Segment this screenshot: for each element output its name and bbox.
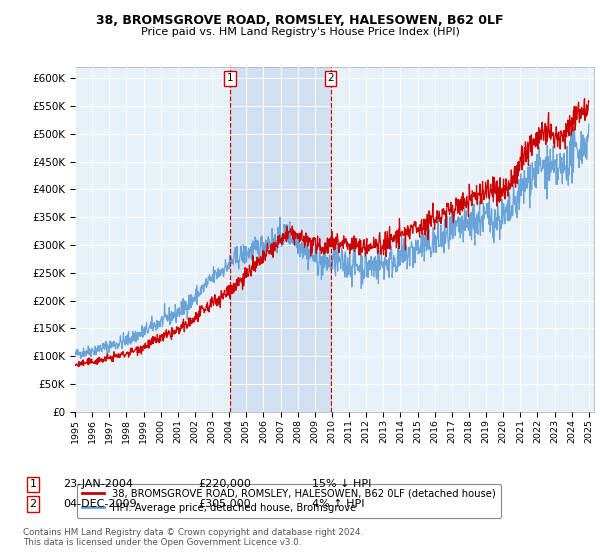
Text: 1: 1: [29, 479, 37, 489]
Text: Contains HM Land Registry data © Crown copyright and database right 2024.
This d: Contains HM Land Registry data © Crown c…: [23, 528, 363, 547]
Text: 15% ↓ HPI: 15% ↓ HPI: [312, 479, 371, 489]
Text: £305,000: £305,000: [198, 499, 251, 509]
Bar: [230, 67, 331, 412]
Text: 1: 1: [227, 73, 233, 83]
Text: 2: 2: [29, 499, 37, 509]
Text: 2: 2: [327, 73, 334, 83]
Legend: 38, BROMSGROVE ROAD, ROMSLEY, HALESOWEN, B62 0LF (detached house), HPI: Average : 38, BROMSGROVE ROAD, ROMSLEY, HALESOWEN,…: [77, 484, 501, 518]
Text: Price paid vs. HM Land Registry's House Price Index (HPI): Price paid vs. HM Land Registry's House …: [140, 27, 460, 37]
Text: £220,000: £220,000: [198, 479, 251, 489]
Text: 4% ↑ HPI: 4% ↑ HPI: [312, 499, 365, 509]
Text: 04-DEC-2009: 04-DEC-2009: [63, 499, 137, 509]
Text: 23-JAN-2004: 23-JAN-2004: [63, 479, 133, 489]
Text: 38, BROMSGROVE ROAD, ROMSLEY, HALESOWEN, B62 0LF: 38, BROMSGROVE ROAD, ROMSLEY, HALESOWEN,…: [96, 14, 504, 27]
